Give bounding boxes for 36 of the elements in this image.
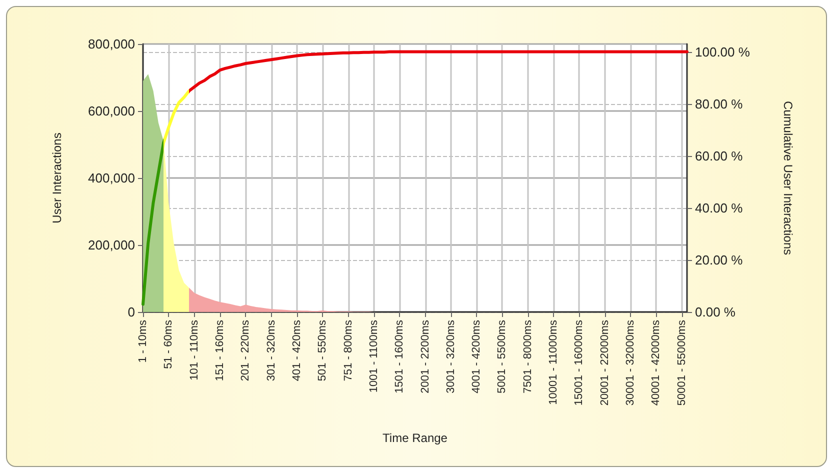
x-tick-label: 15001 - 16000ms: [573, 320, 586, 406]
y2-tick-label: 20.00 %: [695, 252, 744, 268]
x-tick-label: 301 - 320ms: [265, 320, 278, 382]
x-tick-label: 20001 - 22000ms: [598, 320, 611, 406]
y-tick-label: 800,000: [88, 36, 135, 52]
x-tick-label: 2001 - 2200ms: [419, 320, 432, 394]
y-tick-label: 200,000: [88, 238, 135, 252]
x-tick-label: 7501 - 8000ms: [522, 320, 534, 394]
x-tick-label: 201 - 220ms: [240, 320, 252, 382]
x-tick-label: 501 - 550ms: [316, 320, 329, 382]
y2-tick-label: 0.00 %: [695, 304, 736, 320]
y-tick-label: 400,000: [88, 170, 135, 186]
x-tick-label: 1501 - 1600ms: [394, 320, 406, 394]
x-tick-label: 51 - 60ms: [162, 320, 175, 369]
x-tick-label: 4001 - 4200ms: [470, 320, 483, 394]
x-tick-label: 40001 - 42000ms: [650, 320, 662, 406]
y-axis-title: User Interactions: [50, 132, 64, 224]
x-tick-label: 10001 - 11000ms: [548, 320, 560, 405]
y-tick-label: 600,000: [88, 104, 135, 118]
x-tick-label: 751 - 800ms: [342, 320, 354, 382]
y2-tick-label: 80.00 %: [695, 96, 744, 112]
x-tick-label: 151 - 160ms: [214, 320, 226, 382]
x-tick-label: 1001 - 1100ms: [368, 320, 380, 393]
x-tick-label: 101 - 110ms: [188, 320, 200, 380]
y2-axis-title: Cumulative User Interactions: [781, 100, 795, 256]
x-tick-label: 3001 - 3200ms: [444, 320, 457, 394]
x-tick-label: 30001 - 32000ms: [624, 320, 637, 406]
x-tick-label: 1 - 10ms: [137, 320, 149, 363]
y2-tick-label: 40.00 %: [695, 200, 744, 216]
y-tick-label: 0: [128, 304, 135, 320]
x-tick-label: 5001 - 5500ms: [496, 320, 508, 394]
x-tick-label: 401 - 420ms: [290, 320, 303, 382]
x-axis-title: Time Range: [382, 431, 448, 445]
x-tick-label: 50001 - 55000ms: [676, 320, 688, 406]
y2-tick-label: 100.00 %: [695, 44, 750, 60]
y2-tick-label: 60.00 %: [695, 148, 744, 164]
